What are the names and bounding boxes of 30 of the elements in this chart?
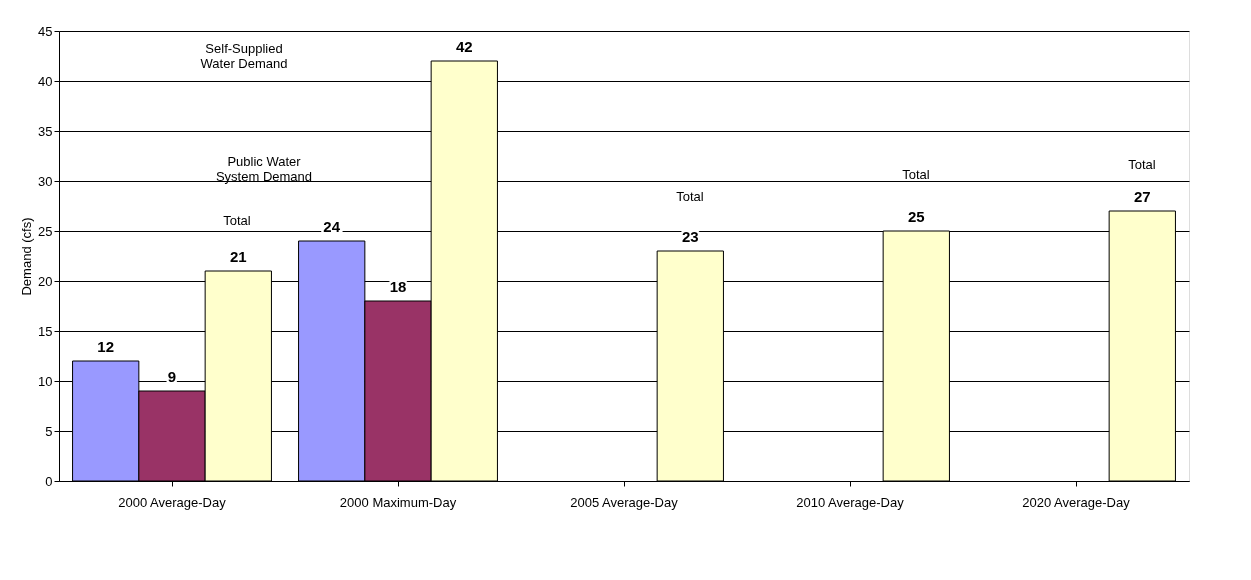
annotation: Total	[902, 167, 930, 182]
data-label: 23	[681, 228, 699, 245]
x-tick-label: 2000 Average-Day	[118, 494, 227, 510]
data-label: 18	[389, 278, 407, 295]
y-tick-label: 5	[45, 423, 53, 439]
x-tick-label: 2000 Maximum-Day	[339, 494, 457, 510]
y-tick-label: 40	[38, 73, 53, 89]
data-label: 27	[1133, 188, 1151, 205]
y-tick-label: 0	[45, 473, 53, 489]
y-tick-label: 45	[38, 23, 53, 39]
data-label: 21	[229, 248, 247, 265]
y-tick-label: 35	[38, 123, 53, 139]
x-tick-label: 2020 Average-Day	[1022, 494, 1131, 510]
y-tick-label: 15	[38, 323, 53, 339]
x-tick-label: 2010 Average-Day	[796, 494, 905, 510]
y-tick-label: 20	[38, 273, 53, 289]
annotation: Total	[676, 189, 704, 204]
y-axis-title: Demand (cfs)	[19, 217, 35, 296]
y-tick-label: 25	[38, 223, 53, 239]
y-tick-label: 10	[38, 373, 53, 389]
data-label: 9	[167, 368, 177, 385]
annotation: Total	[1128, 157, 1156, 172]
y-tick-label: 30	[38, 173, 53, 189]
data-label: 12	[97, 338, 115, 355]
annotation: Total	[223, 213, 251, 228]
annotation: Self-Supplied Water Demand	[200, 41, 288, 71]
data-label: 25	[907, 208, 925, 225]
x-tick-label: 2005 Average-Day	[570, 494, 679, 510]
data-label: 42	[455, 38, 473, 55]
annotation: Public Water System Demand	[215, 154, 313, 184]
